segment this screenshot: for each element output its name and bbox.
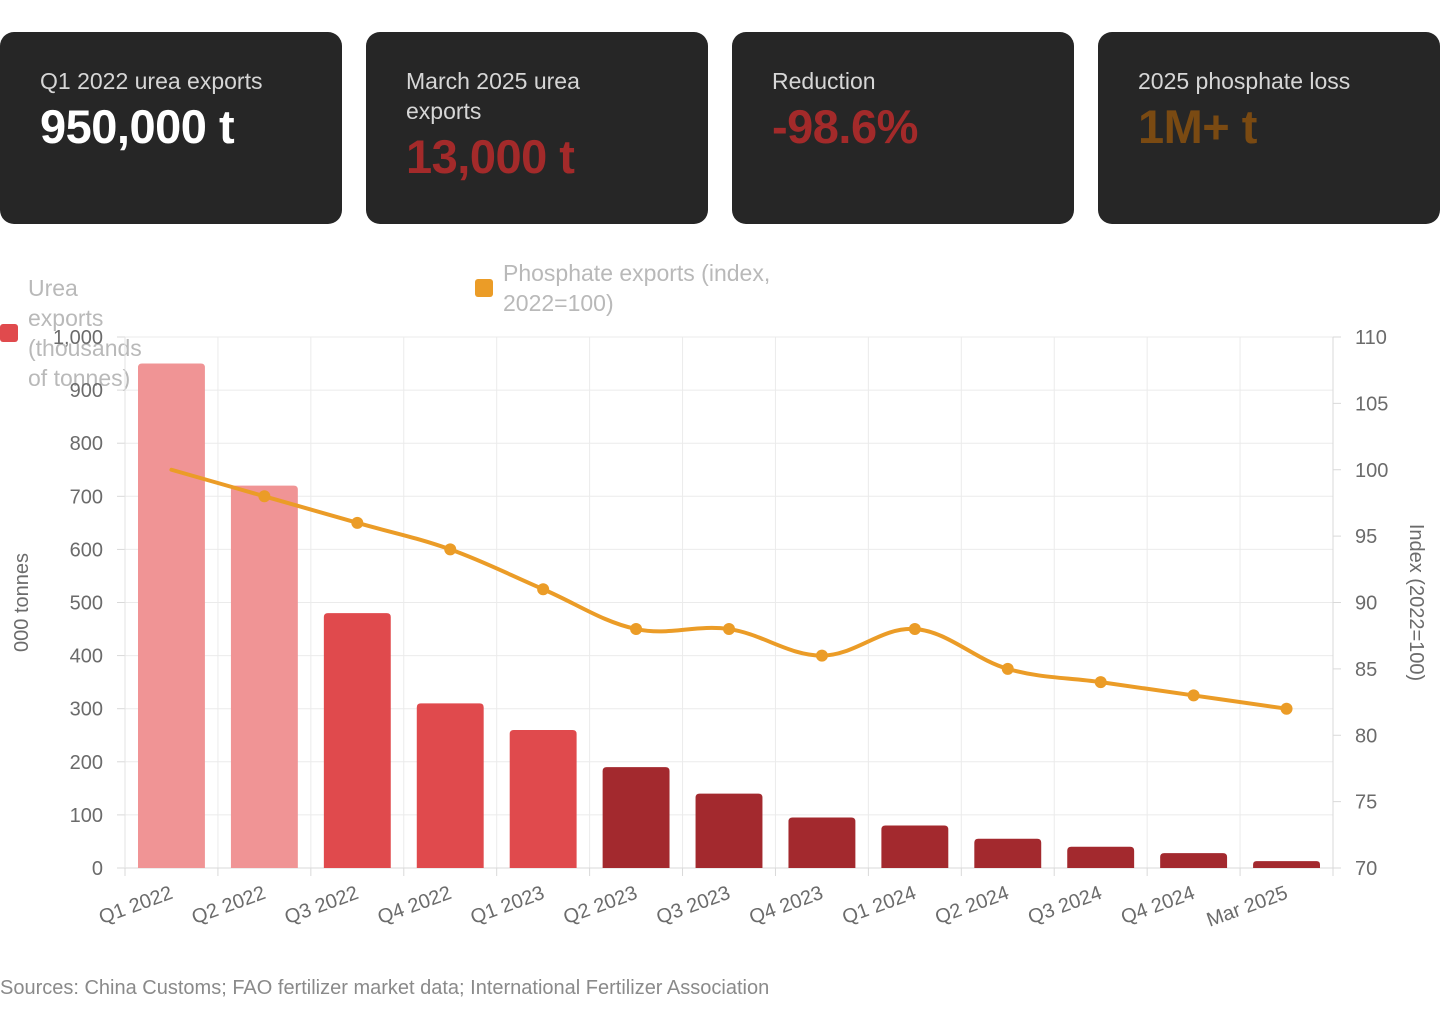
bar-q3-2024: [1067, 846, 1135, 868]
stat-value: 13,000 t: [406, 130, 575, 183]
bar-q2-2024: [974, 838, 1042, 868]
phosphate-point: [723, 623, 735, 636]
phosphate-point: [815, 649, 828, 662]
stat-label: Reduction: [772, 68, 876, 94]
phosphate-point: [630, 623, 643, 636]
x-tick-label: Q1 2024: [839, 882, 919, 929]
legend-item-urea[interactable]: Urea exports (thousands of tonnes): [0, 273, 142, 393]
legend-swatch-urea: [0, 324, 18, 342]
y2-tick-label: 70: [1355, 858, 1377, 880]
phosphate-point: [258, 490, 271, 503]
legend-label-phosphate: Phosphate exports (index, 2022=100): [503, 260, 771, 316]
legend-swatch-phosphate: [475, 279, 493, 297]
y-tick-label: 400: [70, 646, 103, 668]
y-tick-label: 200: [70, 752, 103, 774]
y2-tick-label: 80: [1355, 725, 1377, 747]
stat-label: March 2025 urea exports: [406, 68, 580, 124]
y-tick-label: 1,000: [53, 327, 103, 349]
x-tick-label: Q2 2024: [932, 882, 1012, 929]
x-tick-label: Q4 2024: [1118, 882, 1198, 929]
x-tick-label: Q4 2023: [746, 882, 826, 929]
phosphate-point: [1001, 662, 1014, 675]
bar-q2-2022: [230, 485, 298, 868]
phosphate-point: [1280, 702, 1293, 715]
x-tick-label: Q1 2023: [468, 882, 548, 929]
stat-cards: Q1 2022 urea exports 950,000 t March 202…: [0, 32, 1440, 224]
y-tick-label: 300: [70, 699, 103, 721]
y2-tick-label: 100: [1355, 460, 1388, 482]
phosphate-point: [1187, 689, 1200, 702]
stat-value: 950,000 t: [40, 100, 235, 153]
y2-tick-label: 110: [1355, 327, 1387, 349]
bar-q1-2022: [138, 363, 205, 868]
x-tick-label: Q2 2022: [189, 882, 269, 929]
stat-label: Q1 2022 urea exports: [40, 68, 263, 94]
y-tick-label: 500: [70, 593, 103, 615]
x-tick-label: Q1 2022: [96, 882, 176, 929]
x-tick-label: Mar 2025: [1204, 882, 1291, 932]
y2-tick-label: 95: [1355, 526, 1377, 548]
bar-q4-2023: [788, 817, 856, 868]
x-tick-label: Q2 2023: [561, 882, 641, 929]
y-axis-title: 000 tonnes: [11, 553, 33, 652]
stat-card-q1-2022: Q1 2022 urea exports 950,000 t: [0, 32, 342, 224]
y-tick-label: 700: [70, 486, 103, 508]
urea-phosphate-chart: 0 100 200 300 400 500 600 700 800 900 1,000 70 75 80 8…: [11, 327, 1427, 932]
bar-q1-2023: [509, 729, 577, 868]
x-tick-label: Q3 2024: [1025, 882, 1105, 929]
stat-value: -98.6%: [772, 100, 918, 153]
y-tick-label: 0: [92, 858, 103, 880]
bar-q4-2022: [416, 703, 484, 868]
phosphate-point: [351, 516, 364, 529]
legend-label-urea: Urea exports (thousands of tonnes): [28, 275, 142, 391]
phosphate-point: [444, 543, 457, 556]
y-tick-label: 900: [70, 380, 103, 402]
bar-mar-2025: [1253, 861, 1320, 868]
stat-card-march-2025: March 2025 urea exports 13,000 t: [366, 32, 708, 224]
x-tick-label: Q3 2023: [654, 882, 734, 929]
stat-card-reduction: Reduction -98.6%: [732, 32, 1074, 224]
stat-card-phosphate-loss: 2025 phosphate loss 1M+ t: [1098, 32, 1440, 224]
y2-tick-label: 105: [1355, 393, 1388, 415]
bar-q1-2024: [881, 825, 949, 868]
bar-q3-2023: [695, 793, 763, 868]
y-tick-label: 800: [70, 433, 103, 455]
stat-value: 1M+ t: [1138, 100, 1257, 153]
y-tick-label: 600: [70, 539, 103, 561]
x-tick-label: Q4 2022: [375, 882, 455, 929]
stat-label: 2025 phosphate loss: [1138, 68, 1351, 94]
bar-q2-2023: [602, 767, 670, 868]
y2-tick-label: 90: [1355, 593, 1377, 615]
y2-tick-label: 85: [1355, 659, 1377, 681]
bar-q3-2022: [323, 613, 391, 868]
source-note: Sources: China Customs; FAO fertilizer m…: [0, 977, 770, 999]
phosphate-point: [537, 583, 550, 596]
bar-q4-2024: [1160, 853, 1228, 868]
y2-axis-title: Index (2022=100): [1405, 524, 1427, 681]
phosphate-point: [908, 623, 921, 636]
x-tick-label: Q3 2022: [282, 882, 362, 929]
y-tick-label: 100: [70, 805, 103, 827]
phosphate-point: [1094, 676, 1107, 689]
legend-item-phosphate[interactable]: Phosphate exports (index, 2022=100): [475, 258, 803, 318]
y2-tick-label: 75: [1355, 792, 1377, 814]
